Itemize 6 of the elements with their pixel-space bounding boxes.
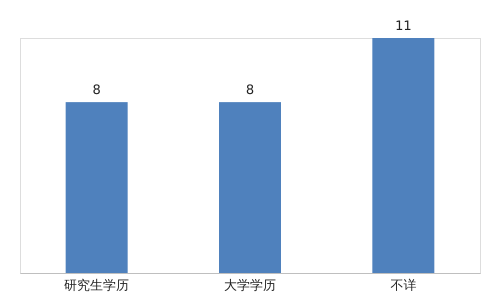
data-label: 8 (92, 83, 101, 98)
data-label: 8 (246, 83, 254, 98)
data-label: 11 (395, 19, 412, 34)
x-tick-label: 研究生学历 (64, 278, 130, 294)
x-tick-label: 不详 (390, 278, 416, 294)
x-tick-label: 大学学历 (224, 278, 276, 294)
